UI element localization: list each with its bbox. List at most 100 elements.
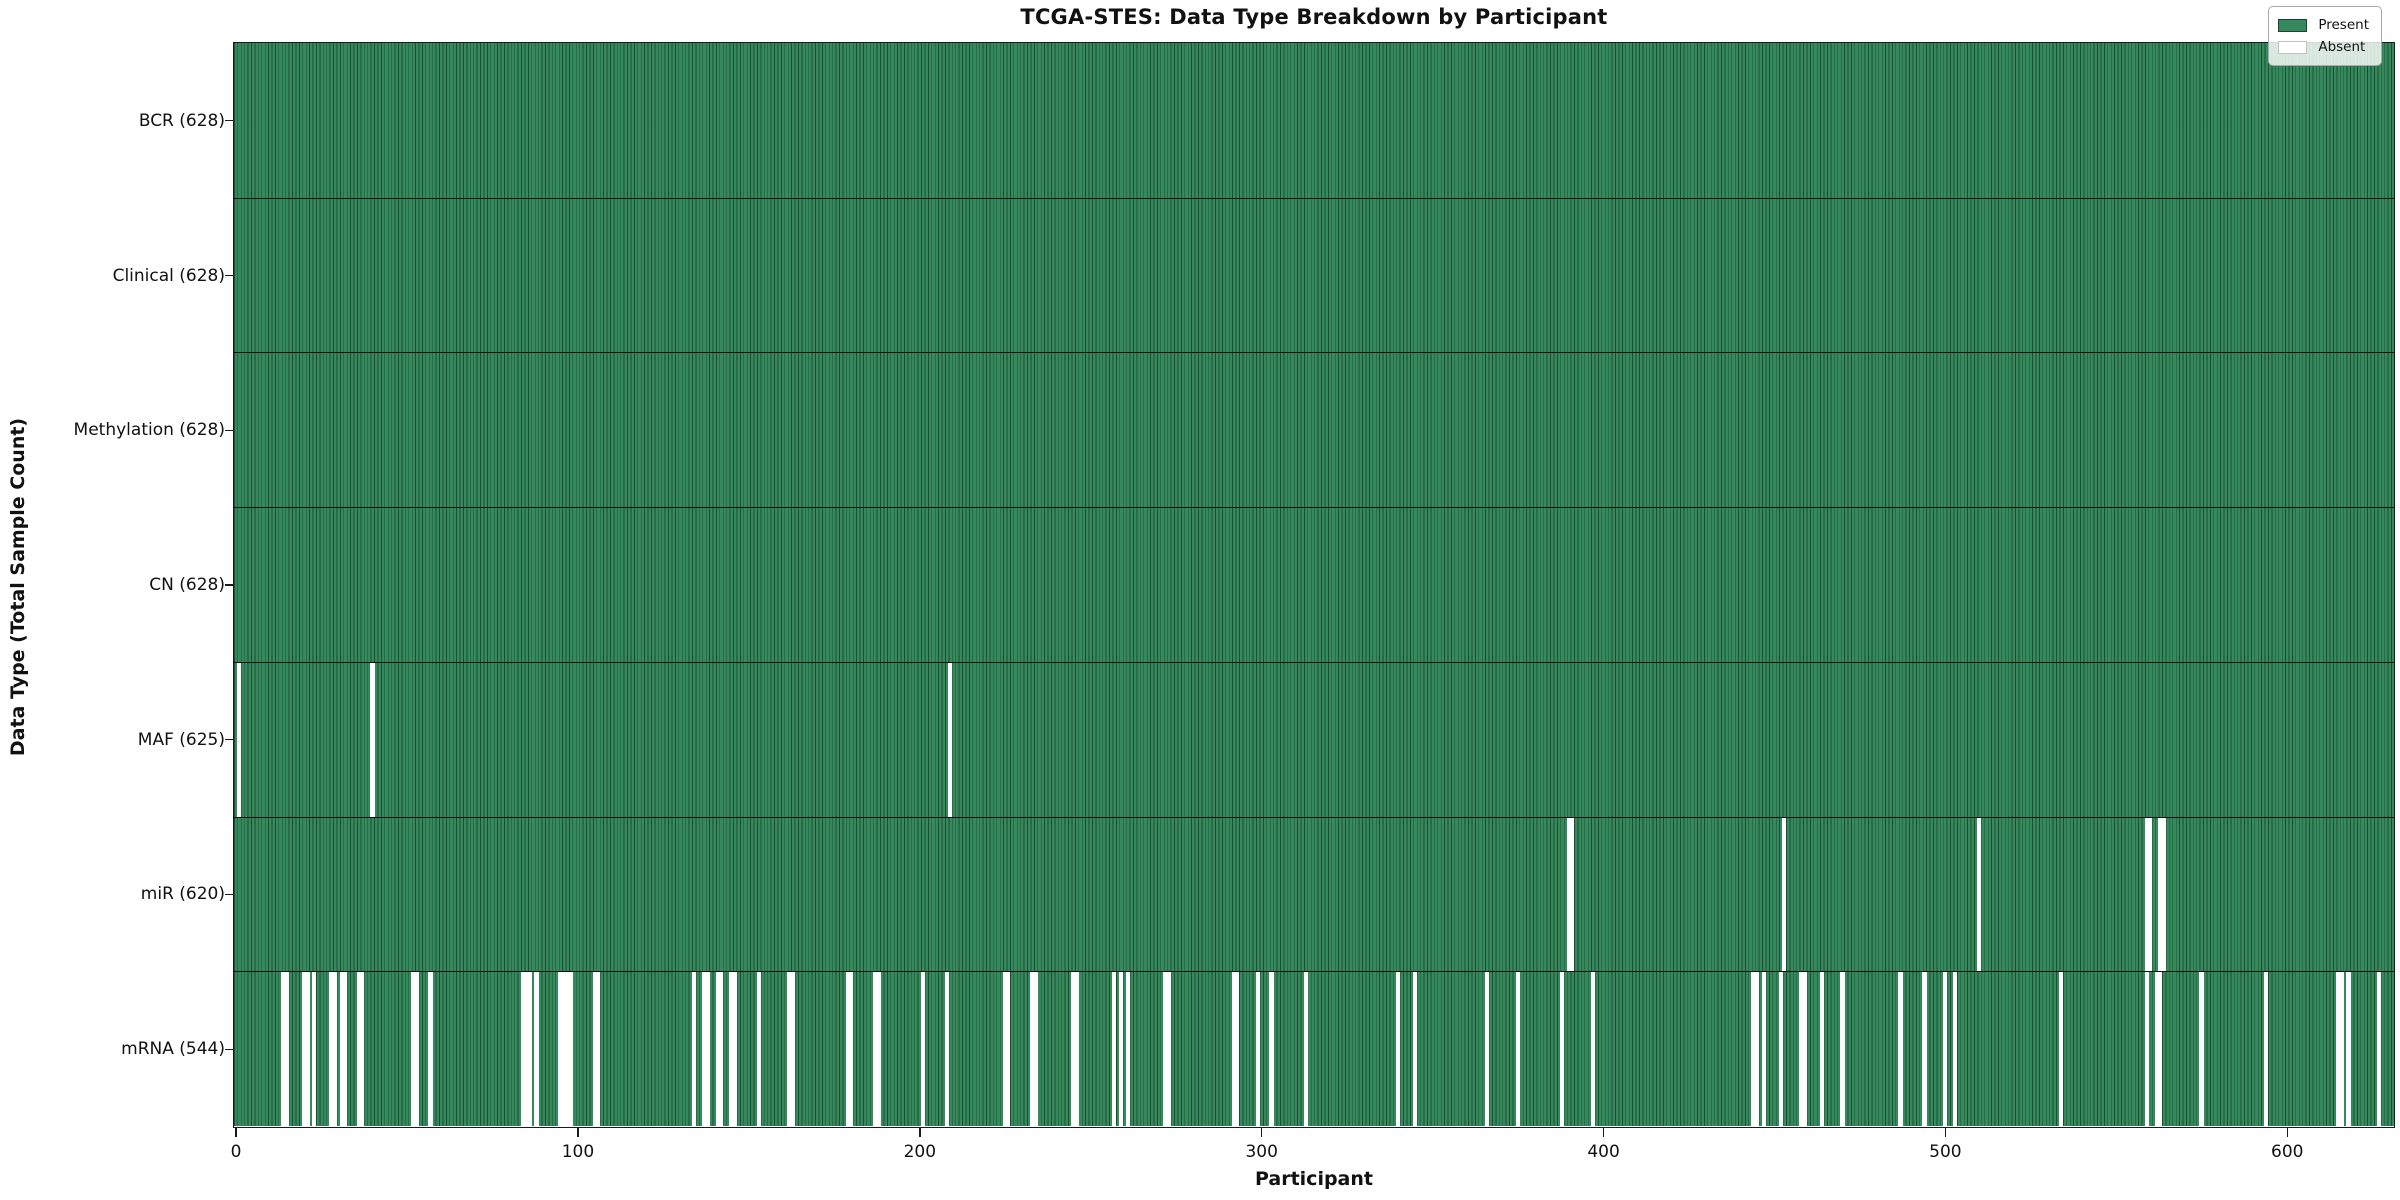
absent-stripe	[1570, 817, 1575, 972]
absent-stripe	[790, 972, 796, 1127]
absent-stripe	[1566, 817, 1572, 972]
legend-absent-label: Absent	[2318, 39, 2366, 55]
absent-stripe	[872, 972, 878, 1127]
absent-stripe	[339, 972, 344, 1127]
chart-title: TCGA-STES: Data Type Breakdown by Partic…	[1020, 5, 1608, 29]
y-tick-label-mRNA: mRNA (544)	[121, 1039, 225, 1060]
absent-stripe	[691, 972, 696, 1127]
absent-stripe	[2346, 972, 2351, 1127]
x-tick-mark	[1944, 1128, 1947, 1137]
y-tick-mark	[225, 739, 233, 741]
absent-stripe	[2377, 972, 2382, 1127]
absent-stripe	[1255, 972, 1260, 1127]
absent-stripe	[1413, 972, 1418, 1127]
absent-stripe	[1761, 972, 1766, 1127]
y-tick-label-CN: CN (628)	[149, 575, 225, 595]
datatype-row-mRNA	[234, 971, 2394, 1127]
absent-stripe	[948, 662, 953, 817]
absent-stripe	[701, 972, 707, 1127]
absent-stripe	[2144, 817, 2149, 972]
legend: Present Absent	[2268, 6, 2382, 66]
absent-stripe	[1953, 972, 1958, 1127]
y-tick-mark	[225, 274, 233, 277]
absent-stripe	[568, 972, 573, 1127]
absent-stripe	[305, 972, 310, 1127]
x-tick-mark	[2286, 1128, 2288, 1137]
y-tick-mark	[225, 1048, 233, 1050]
y-tick-label-miR: miR (620)	[140, 884, 225, 905]
absent-stripe	[342, 972, 348, 1127]
absent-stripe	[414, 972, 419, 1127]
absent-stripe	[2336, 972, 2341, 1127]
x-tick-mark	[1260, 1128, 1263, 1137]
absent-stripe	[534, 972, 539, 1127]
absent-stripe	[1751, 972, 1756, 1127]
datatype-row-Methylation	[234, 352, 2394, 508]
absent-stripe	[944, 972, 949, 1127]
absent-stripe	[1112, 972, 1117, 1127]
y-tick-label-BCR: BCR (628)	[138, 110, 225, 131]
x-tick-mark	[919, 1128, 921, 1137]
absent-stripe	[1235, 972, 1240, 1127]
x-tick-mark	[1602, 1128, 1605, 1137]
y-tick-label-Clinical: Clinical (628)	[112, 265, 225, 286]
datatype-row-CN	[234, 507, 2394, 662]
absent-stripe	[715, 972, 720, 1127]
absent-stripe	[1163, 972, 1168, 1127]
absent-stripe	[729, 972, 734, 1127]
absent-stripe	[565, 972, 570, 1127]
absent-stripe	[1030, 972, 1035, 1127]
absent-stripe	[2144, 972, 2149, 1127]
x-tick-label-500: 500	[1929, 1142, 1962, 1162]
y-tick-mark	[225, 429, 233, 431]
absent-stripe	[1484, 972, 1490, 1127]
absent-stripe	[301, 972, 307, 1127]
absent-stripe	[1119, 972, 1124, 1127]
absent-stripe	[1033, 972, 1038, 1127]
x-tick-label-200: 200	[903, 1142, 937, 1162]
absent-stripe	[592, 972, 597, 1127]
y-axis-label: Data Type (Total Sample Count)	[7, 417, 29, 757]
absent-stripe	[2154, 972, 2160, 1127]
absent-stripe	[1799, 972, 1804, 1127]
absent-stripe	[1977, 817, 1982, 972]
absent-stripe	[595, 972, 601, 1127]
absent-stripe	[527, 972, 532, 1127]
absent-stripe	[356, 972, 361, 1127]
absent-stripe	[1778, 972, 1784, 1127]
x-tick-label-600: 600	[2271, 1142, 2304, 1162]
absent-stripe	[1942, 972, 1948, 1127]
absent-stripe	[756, 972, 761, 1127]
absent-stripe	[2158, 817, 2163, 972]
y-tick-mark	[225, 893, 233, 896]
absent-stripe	[1125, 972, 1131, 1127]
absent-stripe	[787, 972, 792, 1127]
absent-stripe	[705, 972, 710, 1127]
absent-stripe	[370, 662, 375, 817]
x-tick-mark	[577, 1128, 579, 1137]
absent-stripe	[920, 972, 925, 1127]
absent-stripe	[845, 972, 850, 1127]
absent-stripe	[1802, 972, 1807, 1127]
datatype-row-BCR	[234, 43, 2394, 198]
absent-stripe	[1590, 972, 1595, 1127]
datatype-row-miR	[234, 816, 2394, 972]
absent-stripe	[876, 972, 881, 1127]
absent-stripe	[524, 972, 529, 1127]
absent-stripe	[1754, 972, 1760, 1127]
absent-stripe	[1819, 972, 1825, 1127]
absent-stripe	[411, 972, 416, 1127]
plot-area	[233, 42, 2395, 1128]
absent-stripe	[2199, 972, 2204, 1127]
y-tick-mark	[225, 120, 233, 122]
absent-stripe	[719, 972, 724, 1127]
legend-present-label: Present	[2318, 17, 2369, 33]
y-tick-label-MAF: MAF (625)	[137, 729, 225, 750]
absent-stripe	[284, 972, 290, 1127]
datatype-row-Clinical	[234, 197, 2394, 353]
absent-stripe	[1071, 972, 1076, 1127]
absent-stripe	[1166, 972, 1172, 1127]
x-tick-mark	[235, 1128, 237, 1137]
absent-stripe	[428, 972, 433, 1127]
